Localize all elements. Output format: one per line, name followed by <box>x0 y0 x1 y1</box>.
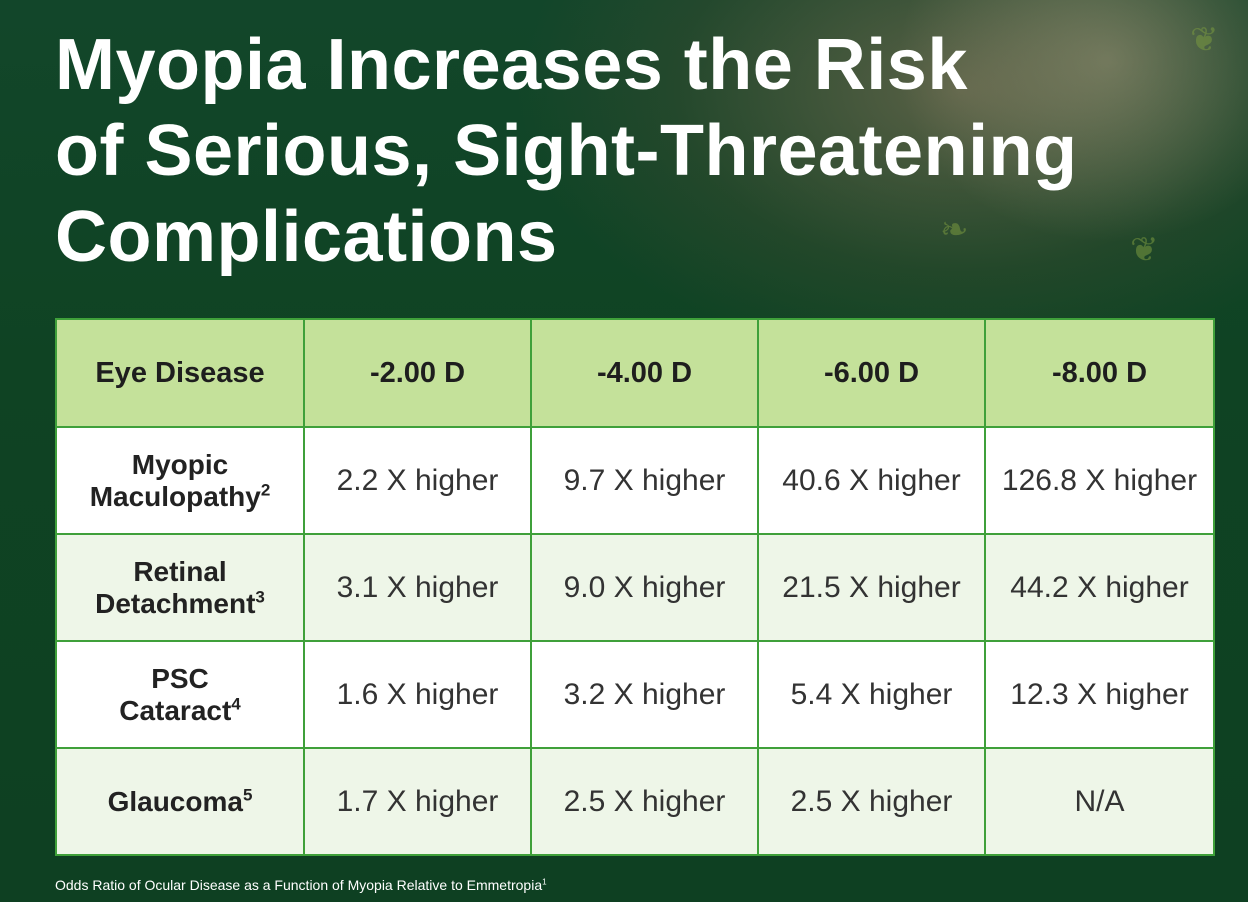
table-cell: 1.6 X higher <box>303 640 532 749</box>
table-cell: 44.2 X higher <box>984 533 1215 642</box>
disease-line-2: Detachment <box>95 587 256 619</box>
table-cell: 2.5 X higher <box>530 747 759 856</box>
table-cell: N/A <box>984 747 1215 856</box>
title-line-3: Complications <box>55 197 558 277</box>
column-header: Eye Disease <box>55 318 305 428</box>
column-header: -4.00 D <box>530 318 759 428</box>
table-header-row: Eye Disease -2.00 D -4.00 D -6.00 D -8.0… <box>55 318 1215 428</box>
table-cell: 9.7 X higher <box>530 426 759 535</box>
table-cell: 9.0 X higher <box>530 533 759 642</box>
footnote-text: Odds Ratio of Ocular Disease as a Functi… <box>55 877 543 893</box>
table-row: Glaucoma5 1.7 X higher 2.5 X higher 2.5 … <box>55 747 1215 856</box>
table-cell: 12.3 X higher <box>984 640 1215 749</box>
table-cell: 2.2 X higher <box>303 426 532 535</box>
table-cell: 5.4 X higher <box>757 640 986 749</box>
disease-name: Retinal Detachment3 <box>55 533 305 642</box>
disease-line-2: Maculopathy <box>89 480 261 512</box>
disease-line-2: Glaucoma <box>107 785 243 817</box>
citation-ref: 1 <box>542 877 547 887</box>
risk-table: Eye Disease -2.00 D -4.00 D -6.00 D -8.0… <box>55 318 1215 856</box>
footnote: Odds Ratio of Ocular Disease as a Functi… <box>55 877 547 893</box>
citation-ref: 3 <box>255 587 265 607</box>
disease-line-2: Cataract <box>119 694 232 726</box>
disease-line-1: Myopic <box>131 448 229 480</box>
table-cell: 2.5 X higher <box>757 747 986 856</box>
table-cell: 21.5 X higher <box>757 533 986 642</box>
column-header: -8.00 D <box>984 318 1215 428</box>
table-cell: 40.6 X higher <box>757 426 986 535</box>
table-row: Myopic Maculopathy2 2.2 X higher 9.7 X h… <box>55 426 1215 535</box>
table-cell: 3.1 X higher <box>303 533 532 642</box>
disease-line-1: Retinal <box>133 555 227 587</box>
title-line-1: Myopia Increases the Risk <box>55 25 968 105</box>
citation-ref: 4 <box>231 694 241 714</box>
column-header: -2.00 D <box>303 318 532 428</box>
disease-name: Myopic Maculopathy2 <box>55 426 305 535</box>
disease-name: PSC Cataract4 <box>55 640 305 749</box>
leaf-icon: ❦ <box>1130 231 1159 269</box>
background-photo <box>688 0 1248 300</box>
table-row: Retinal Detachment3 3.1 X higher 9.0 X h… <box>55 533 1215 642</box>
table-cell: 3.2 X higher <box>530 640 759 749</box>
page-title: Myopia Increases the Risk of Serious, Si… <box>55 22 1235 280</box>
table-row: PSC Cataract4 1.6 X higher 3.2 X higher … <box>55 640 1215 749</box>
title-line-2: of Serious, Sight-Threatening <box>55 111 1078 191</box>
disease-name: Glaucoma5 <box>55 747 305 856</box>
citation-ref: 2 <box>260 480 271 500</box>
table-cell: 126.8 X higher <box>984 426 1215 535</box>
leaf-icon: ❧ <box>940 211 969 249</box>
citation-ref: 5 <box>242 785 253 805</box>
leaf-icon: ❦ <box>1190 21 1219 59</box>
disease-line-1: PSC <box>151 662 209 694</box>
column-header: -6.00 D <box>757 318 986 428</box>
table-cell: 1.7 X higher <box>303 747 532 856</box>
